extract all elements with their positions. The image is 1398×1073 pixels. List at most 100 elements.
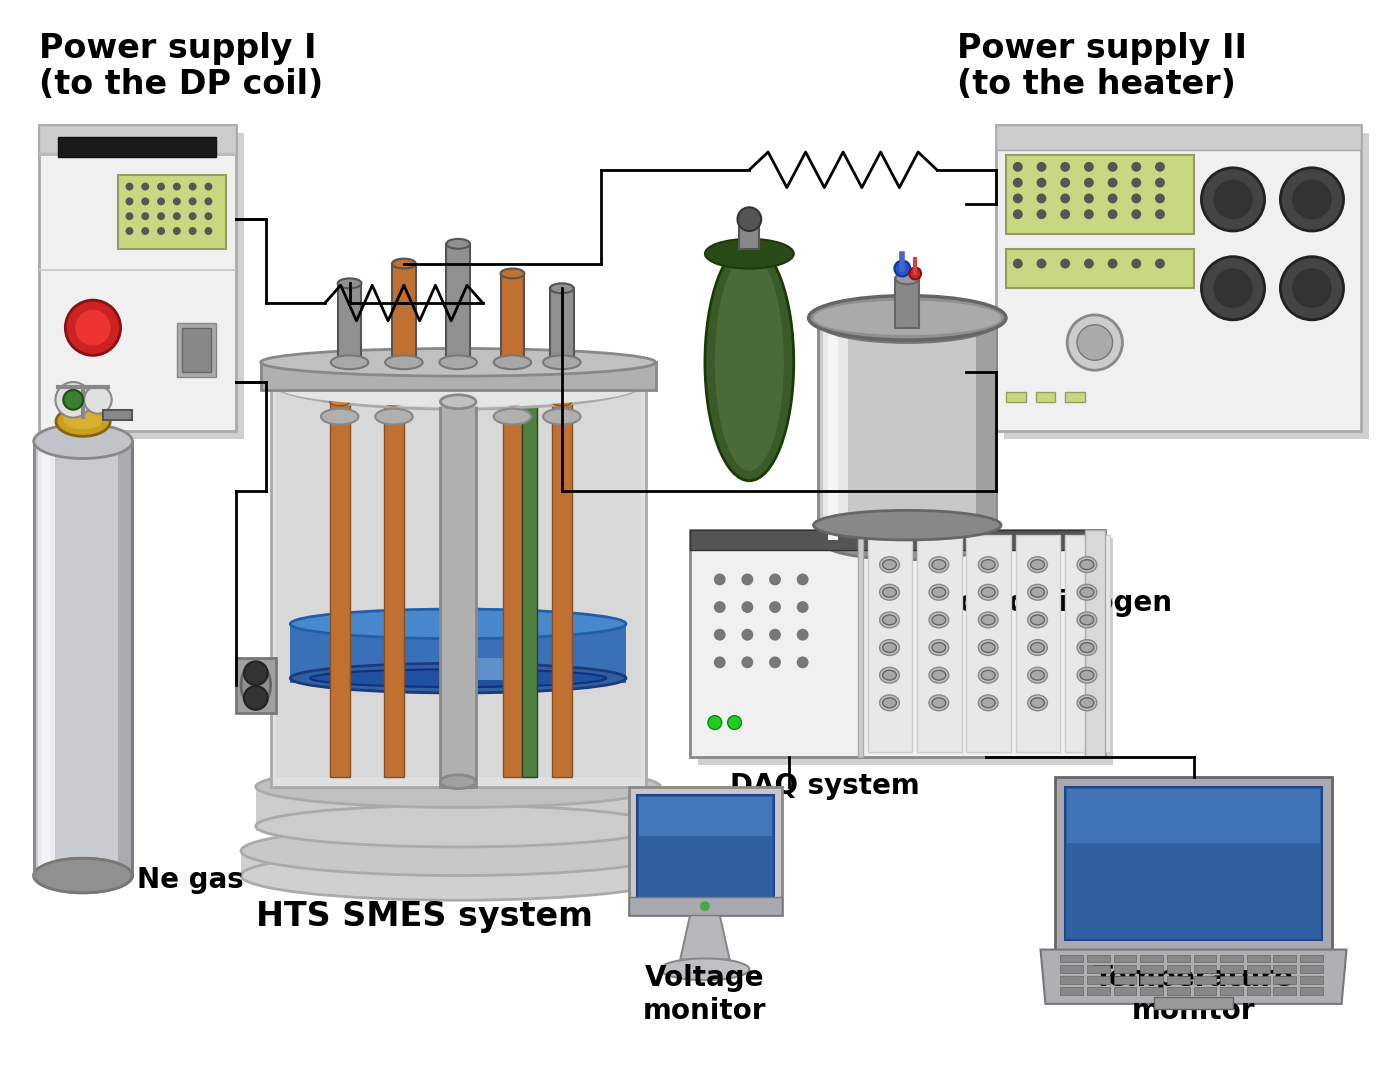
Bar — [1247, 976, 1269, 984]
Circle shape — [797, 601, 808, 613]
Circle shape — [189, 197, 197, 205]
Bar — [275, 392, 640, 777]
Circle shape — [141, 212, 150, 220]
Bar — [1167, 966, 1190, 973]
Circle shape — [173, 182, 180, 191]
Bar — [1065, 787, 1323, 940]
Bar — [997, 126, 1362, 431]
Text: Voltage
monitor: Voltage monitor — [643, 965, 766, 1025]
Circle shape — [1107, 193, 1117, 204]
Bar — [917, 535, 962, 752]
Bar — [256, 787, 660, 832]
Circle shape — [1131, 193, 1141, 204]
Ellipse shape — [439, 355, 477, 369]
Ellipse shape — [981, 697, 995, 708]
Bar — [261, 363, 656, 389]
Bar — [34, 441, 133, 876]
Ellipse shape — [278, 367, 639, 407]
Bar — [523, 401, 537, 777]
Ellipse shape — [256, 806, 660, 847]
Ellipse shape — [1076, 667, 1097, 684]
Bar — [1274, 955, 1296, 962]
Bar — [443, 401, 463, 777]
Bar — [38, 441, 56, 876]
Bar — [1114, 955, 1137, 962]
Circle shape — [707, 716, 721, 730]
Bar — [1247, 966, 1269, 973]
Ellipse shape — [502, 398, 523, 406]
Circle shape — [63, 389, 82, 410]
Circle shape — [75, 310, 110, 346]
Bar — [1086, 976, 1110, 984]
Bar — [1086, 987, 1110, 995]
Bar — [1141, 955, 1163, 962]
Ellipse shape — [882, 697, 896, 708]
Ellipse shape — [1028, 640, 1047, 656]
Ellipse shape — [552, 398, 572, 406]
Bar — [42, 441, 49, 876]
Bar — [39, 153, 236, 156]
Circle shape — [173, 212, 180, 220]
Circle shape — [1131, 178, 1141, 188]
Bar — [1114, 987, 1137, 995]
Ellipse shape — [981, 560, 995, 570]
Bar — [39, 268, 236, 271]
Ellipse shape — [440, 395, 475, 409]
Bar — [549, 289, 573, 363]
Ellipse shape — [542, 355, 580, 369]
Ellipse shape — [932, 671, 946, 680]
Ellipse shape — [500, 268, 524, 278]
Bar — [1274, 966, 1296, 973]
Circle shape — [1201, 167, 1265, 231]
Bar — [1141, 966, 1163, 973]
Circle shape — [714, 657, 726, 668]
Ellipse shape — [1030, 560, 1044, 570]
Circle shape — [126, 227, 133, 235]
Bar — [338, 283, 362, 363]
Polygon shape — [1040, 950, 1346, 1004]
Ellipse shape — [879, 640, 899, 656]
Bar — [1220, 976, 1243, 984]
Circle shape — [1292, 268, 1332, 308]
Circle shape — [173, 227, 180, 235]
Circle shape — [1107, 209, 1117, 219]
Circle shape — [204, 212, 212, 220]
Bar — [629, 897, 781, 915]
Ellipse shape — [930, 612, 949, 628]
Bar — [1194, 966, 1216, 973]
Ellipse shape — [882, 643, 896, 652]
Circle shape — [1083, 178, 1093, 188]
Ellipse shape — [879, 612, 899, 628]
Circle shape — [1292, 179, 1332, 219]
Ellipse shape — [493, 355, 531, 369]
Bar — [976, 323, 997, 540]
Ellipse shape — [714, 253, 784, 471]
Circle shape — [769, 629, 781, 641]
Circle shape — [1083, 193, 1093, 204]
Ellipse shape — [240, 851, 675, 900]
Bar — [698, 538, 1113, 765]
Circle shape — [126, 182, 133, 191]
Ellipse shape — [1028, 585, 1047, 600]
Bar — [868, 535, 913, 752]
Bar — [818, 323, 997, 540]
Bar — [858, 530, 863, 758]
Ellipse shape — [932, 615, 946, 624]
Ellipse shape — [930, 585, 949, 600]
Ellipse shape — [443, 398, 463, 406]
Ellipse shape — [1081, 560, 1093, 570]
Ellipse shape — [879, 695, 899, 710]
Bar — [440, 401, 475, 787]
Bar — [1194, 987, 1216, 995]
Ellipse shape — [932, 560, 946, 570]
Bar — [1194, 976, 1216, 984]
Ellipse shape — [979, 612, 998, 628]
Bar — [1194, 955, 1216, 962]
Bar — [1007, 392, 1026, 401]
Ellipse shape — [882, 560, 896, 570]
Ellipse shape — [1030, 615, 1044, 624]
Circle shape — [1060, 162, 1069, 172]
Ellipse shape — [981, 587, 995, 598]
Bar — [330, 401, 350, 777]
Ellipse shape — [981, 671, 995, 680]
